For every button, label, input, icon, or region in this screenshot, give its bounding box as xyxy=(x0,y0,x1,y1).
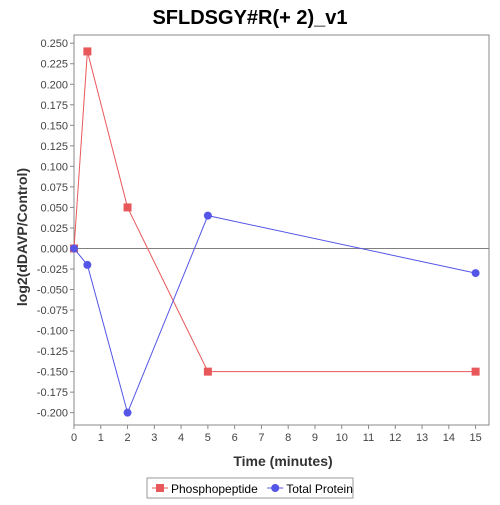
legend-box xyxy=(146,477,354,499)
y-axis-label: log2(dDAVP/Control) xyxy=(14,168,30,306)
y-tick-label: 0.200 xyxy=(40,79,68,91)
chart-title: SFLDSGY#R(+ 2)_v1 xyxy=(152,7,347,29)
x-tick-label: 8 xyxy=(285,432,291,444)
plot-area xyxy=(73,34,490,426)
x-tick-label: 11 xyxy=(363,432,374,444)
data-point xyxy=(471,269,480,278)
y-tick-label: -0.200 xyxy=(37,408,68,420)
data-point xyxy=(471,367,480,376)
y-tick-label: -0.100 xyxy=(37,326,68,338)
series-total-protein xyxy=(70,211,480,417)
x-tick-label: 0 xyxy=(71,432,77,444)
y-tick-label: -0.050 xyxy=(37,285,68,297)
y-tick-label: 0.175 xyxy=(40,100,68,112)
x-tick-label: 12 xyxy=(389,432,401,444)
x-tick-label: 7 xyxy=(258,432,264,444)
y-tick-label: 0.025 xyxy=(40,223,68,235)
legend-marker-phosphopeptide xyxy=(156,484,164,492)
y-tick-label: -0.175 xyxy=(37,387,68,399)
y-axis: 0.250 0.225 0.200 0.175 0.150 0.125 0.100 0.075… xyxy=(37,38,74,420)
legend-label-total-protein: Total Protein xyxy=(286,482,353,496)
series-layer xyxy=(70,47,480,417)
x-axis: 0 1 2 3 4 5 6 7 8 9 10 11 12 13 14 15 xyxy=(71,425,482,444)
x-tick-label: 5 xyxy=(205,432,211,444)
y-tick-label: -0.150 xyxy=(37,367,68,379)
x-tick-label: 3 xyxy=(151,432,157,444)
legend: Phosphopeptide Total Protein xyxy=(146,477,354,499)
y-tick-label: -0.075 xyxy=(37,305,68,317)
y-tick-label: -0.125 xyxy=(37,346,68,358)
y-tick-label: 0.150 xyxy=(40,120,68,132)
x-tick-label: 13 xyxy=(416,432,428,444)
x-tick-label: 6 xyxy=(232,432,238,444)
data-point xyxy=(203,211,212,220)
x-tick-label: 4 xyxy=(178,432,184,444)
data-point xyxy=(123,408,132,417)
y-tick-label: 0.250 xyxy=(40,38,68,50)
x-tick-label: 1 xyxy=(98,432,104,444)
x-tick-label: 15 xyxy=(469,432,481,444)
legend-label-phosphopeptide: Phosphopeptide xyxy=(171,482,258,496)
y-tick-label: 0.225 xyxy=(40,59,68,71)
x-axis-label: Time (minutes) xyxy=(233,453,332,469)
legend-marker-total-protein xyxy=(271,484,280,492)
x-tick-label: 9 xyxy=(312,432,318,444)
data-point xyxy=(83,47,92,56)
data-point xyxy=(123,203,132,212)
x-tick-label: 10 xyxy=(336,432,348,444)
y-tick-label: 0.000 xyxy=(40,243,68,255)
data-point xyxy=(70,244,78,253)
x-tick-label: 2 xyxy=(124,432,130,444)
data-point xyxy=(83,260,92,269)
data-point xyxy=(203,367,212,376)
y-tick-label: 0.050 xyxy=(40,202,68,214)
y-tick-label: 0.075 xyxy=(40,182,68,194)
y-tick-label: 0.125 xyxy=(40,141,68,153)
y-tick-label: -0.025 xyxy=(37,264,68,276)
y-tick-label: 0.100 xyxy=(40,161,68,173)
x-tick-label: 14 xyxy=(443,432,455,444)
